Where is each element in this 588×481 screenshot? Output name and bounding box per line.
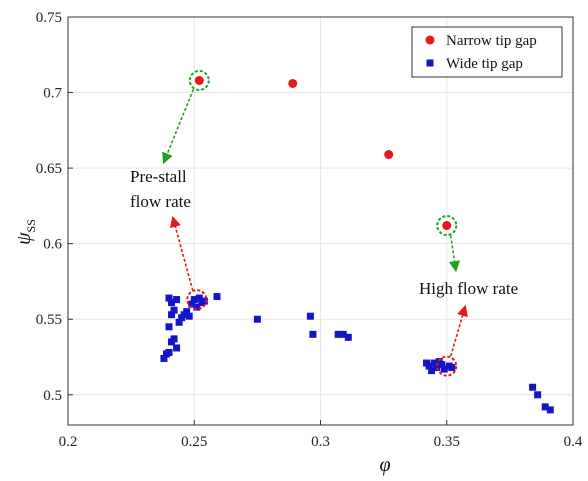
- arrow-narrow-pre-stall: [162, 89, 195, 165]
- data-point-wide-tip-gap: [175, 318, 183, 326]
- data-point-wide-tip-gap: [541, 403, 549, 411]
- highlight-circle: [436, 355, 458, 377]
- data-point-narrow-tip-gap: [384, 150, 394, 160]
- data-point-wide-tip-gap: [428, 367, 436, 375]
- data-point-wide-tip-gap: [529, 383, 537, 391]
- data-point-wide-tip-gap: [440, 365, 448, 373]
- arrow-narrow-high-flow: [448, 235, 461, 273]
- data-point-wide-tip-gap: [339, 330, 347, 338]
- y-tick-label: 0.7: [43, 86, 62, 102]
- y-tick-label: 0.75: [36, 10, 62, 26]
- annotation-pre-stall-line2: flow rate: [130, 192, 191, 211]
- y-tick-label: 0.65: [36, 161, 62, 177]
- x-tick-label: 0.4: [564, 434, 583, 450]
- data-point-wide-tip-gap: [173, 296, 181, 304]
- annotation-arrows: [162, 89, 468, 357]
- x-tick-label: 0.25: [181, 434, 207, 450]
- data-point-wide-tip-gap: [430, 359, 438, 367]
- y-tick-label: 0.55: [36, 312, 62, 328]
- highlight-circle: [436, 215, 458, 237]
- data-point-wide-tip-gap: [165, 348, 173, 356]
- data-point-wide-tip-gap: [165, 294, 173, 302]
- data-point-wide-tip-gap: [190, 296, 198, 304]
- y-axis-label-group: ψSS: [13, 219, 38, 245]
- highlight-circle: [188, 69, 210, 91]
- legend: Narrow tip gap Wide tip gap: [411, 26, 563, 78]
- legend-box: [411, 26, 563, 78]
- legend-label-wide: Wide tip gap: [446, 56, 523, 72]
- data-point-wide-tip-gap: [193, 303, 201, 311]
- data-point-wide-tip-gap: [183, 308, 191, 316]
- data-point-wide-tip-gap: [185, 312, 193, 320]
- data-point-wide-tip-gap: [170, 335, 178, 343]
- data-point-wide-tip-gap: [165, 323, 173, 331]
- data-point-wide-tip-gap: [546, 406, 554, 414]
- arrow-wide-pre-stall: [169, 215, 194, 291]
- data-point-wide-tip-gap: [213, 293, 221, 301]
- y-axis-label-main: ψ: [13, 232, 35, 245]
- data-point-wide-tip-gap: [173, 344, 181, 352]
- data-point-wide-tip-gap: [168, 311, 176, 319]
- highlight-circles: [186, 69, 458, 377]
- x-tick-label: 0.3: [311, 434, 330, 450]
- data-point-wide-tip-gap: [433, 364, 441, 372]
- data-point-wide-tip-gap: [160, 355, 168, 363]
- highlight-circle: [186, 289, 208, 311]
- data-point-wide-tip-gap: [425, 362, 433, 370]
- data-point-wide-tip-gap: [534, 391, 542, 399]
- x-tick-label: 0.35: [434, 434, 460, 450]
- data-point-wide-tip-gap: [168, 299, 176, 307]
- y-axis-label: ψSS: [13, 219, 38, 245]
- data-point-narrow-tip-gap: [442, 221, 452, 231]
- arrow-wide-high-flow: [449, 304, 468, 357]
- data-point-wide-tip-gap: [344, 333, 352, 341]
- data-point-wide-tip-gap: [438, 361, 446, 369]
- x-axis-label: φ: [379, 454, 390, 476]
- annotation-pre-stall-line1: Pre-stall: [130, 167, 187, 186]
- data-point-wide-tip-gap: [195, 294, 203, 302]
- data-points: [160, 75, 554, 414]
- data-point-wide-tip-gap: [448, 364, 456, 372]
- data-point-wide-tip-gap: [334, 330, 342, 338]
- annotation-high-flow-rate: High flow rate: [419, 279, 518, 298]
- data-point-wide-tip-gap: [170, 306, 178, 314]
- data-point-wide-tip-gap: [188, 300, 196, 308]
- y-tick-label: 0.5: [43, 388, 62, 404]
- data-point-wide-tip-gap: [200, 297, 208, 305]
- grid-lines: [67, 16, 574, 425]
- x-tick-label: 0.2: [59, 434, 78, 450]
- axis-ticks: 0.2 0.25 0.3 0.35 0.4 0.5 0.55 0.6 0.65 0.7 0.75: [36, 10, 583, 450]
- data-point-narrow-tip-gap: [288, 78, 298, 88]
- legend-marker-narrow: [425, 35, 435, 45]
- y-axis-label-subscript: SS: [24, 219, 38, 232]
- legend-marker-wide: [426, 59, 434, 67]
- data-point-wide-tip-gap: [253, 315, 261, 323]
- data-point-wide-tip-gap: [306, 312, 314, 320]
- data-point-narrow-tip-gap: [194, 75, 204, 85]
- legend-label-narrow: Narrow tip gap: [446, 33, 537, 49]
- y-tick-label: 0.6: [43, 237, 62, 253]
- data-point-wide-tip-gap: [309, 330, 317, 338]
